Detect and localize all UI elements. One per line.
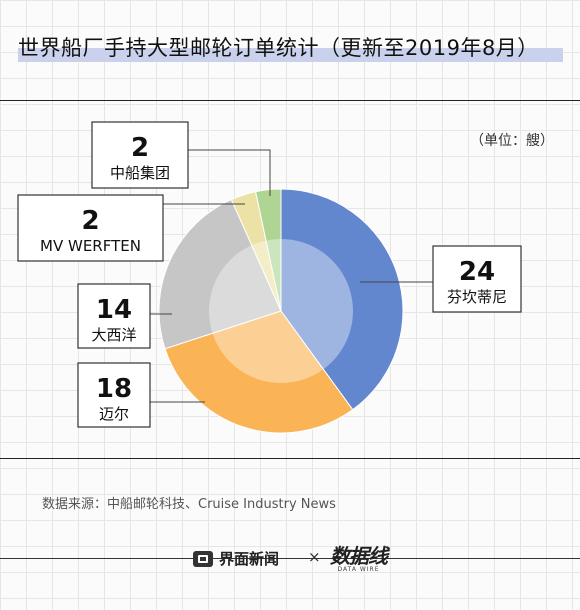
label-box-fincantieri	[432, 245, 522, 313]
title-block: 世界船厂手持大型邮轮订单统计（更新至2019年8月）	[18, 32, 563, 62]
pie-slice-chantiers	[158, 198, 282, 350]
slice-label-cssc: 中船集团	[110, 164, 170, 182]
data-wire-logo: 数据线 DATA WIRE	[330, 540, 388, 573]
top-divider	[0, 100, 580, 101]
slice-value-meyer: 18	[96, 374, 132, 404]
pie-slice-cssc	[255, 188, 282, 312]
chart-title: 世界船厂手持大型邮轮订单统计（更新至2019年8月）	[18, 36, 539, 60]
bottom-divider	[0, 458, 580, 459]
slice-value-cssc: 2	[131, 133, 149, 163]
jiemian-logo-text: 界面新闻	[219, 550, 280, 568]
jiemian-logo-icon	[193, 550, 213, 567]
pie-inner-chantiers	[208, 245, 281, 334]
slice-label-meyer: 迈尔	[99, 405, 129, 423]
title-highlight	[18, 48, 563, 62]
slice-label-fincantieri: 芬坎蒂尼	[447, 288, 507, 306]
pie-inner-fincantieri	[281, 239, 354, 370]
slice-value-fincantieri: 24	[459, 257, 495, 287]
pie-inner-cssc	[266, 239, 281, 311]
label-box-meyer	[77, 362, 151, 428]
label-box-mv-werften	[17, 194, 164, 262]
source-note: 数据来源：中船邮轮科技、Cruise Industry News	[42, 497, 336, 512]
unit-label: （单位：艘）	[470, 133, 554, 149]
data-wire-logo-text: 数据线	[330, 544, 388, 568]
slice-value-mv-werften: 2	[81, 206, 99, 236]
pie-slice-fincantieri	[280, 188, 404, 411]
slice-value-chantiers: 14	[96, 295, 132, 325]
jiemian-logo: 界面新闻	[193, 548, 279, 569]
slice-label-mv-werften: MV WERFTEN	[40, 237, 141, 255]
times-sign: ×	[308, 548, 321, 566]
pie-slice-meyer	[164, 310, 354, 434]
slice-label-chantiers: 大西洋	[91, 326, 136, 344]
leader-line-cssc	[188, 149, 271, 196]
pie-inner-meyer	[212, 311, 324, 383]
footer-divider	[0, 558, 580, 559]
label-box-cssc	[91, 121, 189, 189]
pie-inner-mv-werften	[251, 240, 281, 311]
label-box-chantiers	[77, 283, 151, 349]
data-wire-logo-sub: DATA WIRE	[337, 566, 380, 573]
footer: 界面新闻 × 数据线 DATA WIRE	[0, 540, 580, 573]
